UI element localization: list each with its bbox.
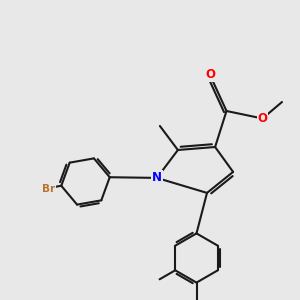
Text: O: O [257,112,268,125]
Text: O: O [205,68,215,82]
Text: N: N [152,171,162,184]
Text: Br: Br [42,184,55,194]
